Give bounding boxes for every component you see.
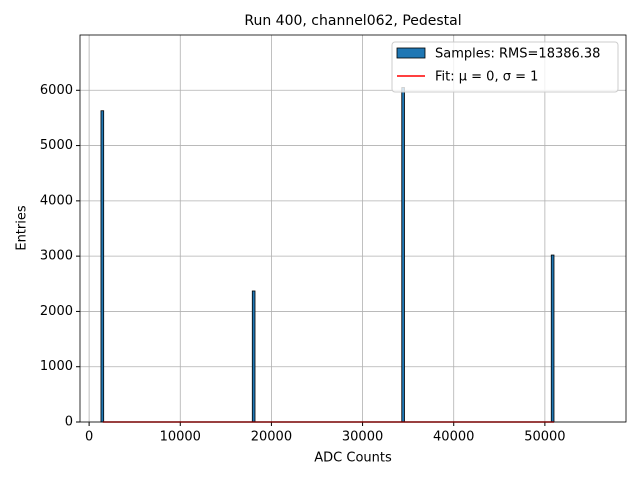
y-tick-label: 3000 (40, 249, 73, 264)
y-tick-label: 5000 (40, 138, 73, 153)
legend-label: Fit: μ = 0, σ = 1 (435, 70, 538, 85)
x-tick-label: 10000 (160, 430, 201, 445)
chart-title: Run 400, channel062, Pedestal (244, 13, 461, 29)
plot-frame (79, 34, 627, 423)
legend-label: Samples: RMS=18386.38 (435, 47, 600, 62)
legend-box (391, 41, 619, 93)
legend: Samples: RMS=18386.38 Fit: μ = 0, σ = 1 (391, 41, 619, 93)
y-tick-label: 1000 (40, 359, 73, 374)
x-axis-label: ADC Counts (314, 451, 392, 466)
y-axis-label: Entries (15, 205, 30, 251)
bar (251, 290, 256, 423)
x-tick-label: 30000 (342, 430, 383, 445)
y-tick-label: 2000 (40, 304, 73, 319)
x-tick-label: 20000 (251, 430, 292, 445)
x-tick-label: 50000 (524, 430, 565, 445)
y-tick-label: 4000 (40, 193, 73, 208)
bar (100, 110, 105, 423)
x-tick-label: 40000 (433, 430, 474, 445)
y-tick-label: 6000 (40, 83, 73, 98)
legend-swatch (396, 47, 426, 59)
bar (401, 87, 405, 423)
bar (550, 254, 555, 423)
y-tick-label: 0 (65, 415, 73, 430)
x-tick-label: 0 (85, 430, 93, 445)
